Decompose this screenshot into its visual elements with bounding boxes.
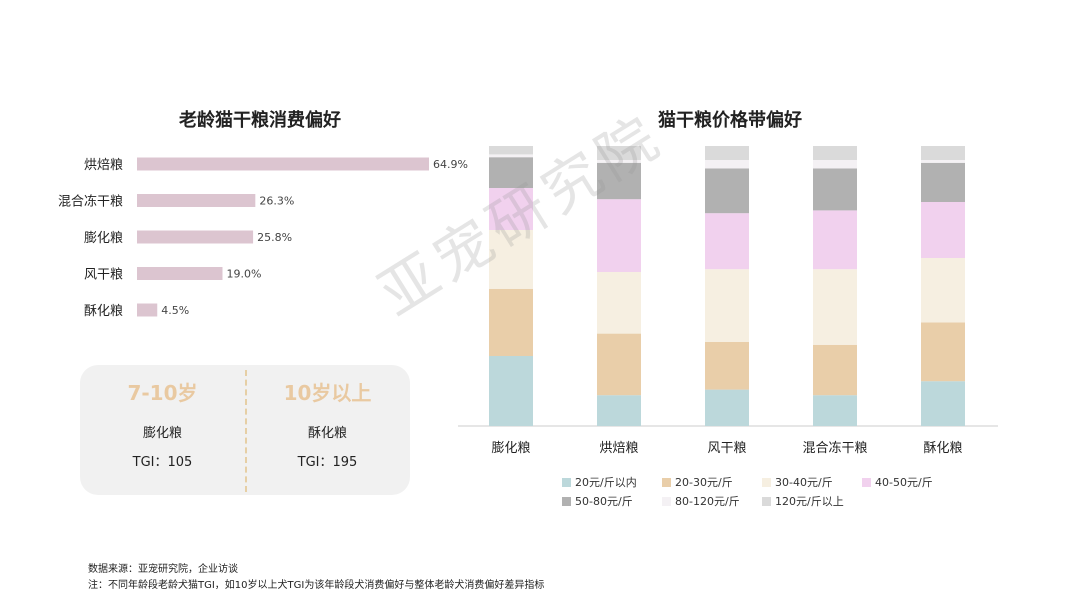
tgi-age-label: 10岁以上 <box>283 381 372 405</box>
footnote: 注：不同年龄段老龄犬猫TGI，如10岁以上犬TGI为该年龄段犬消费偏好与整体老龄… <box>88 580 545 591</box>
legend-label: 30-40元/斤 <box>775 476 833 489</box>
legend-swatch <box>662 496 671 506</box>
tgi-card-7-10: 7-10岁 膨化粮 TGI：105 <box>80 365 245 495</box>
bar-value-label: 25.8% <box>257 231 292 244</box>
stacked-segment <box>597 199 641 272</box>
stacked-segment <box>705 160 749 169</box>
stacked-segment <box>921 258 965 323</box>
bar-value-label: 19.0% <box>226 268 261 281</box>
stacked-segment <box>489 146 533 155</box>
stacked-segment <box>705 389 749 426</box>
tgi-panel: 7-10岁 膨化粮 TGI：105 10岁以上 酥化粮 TGI：195 <box>80 365 410 495</box>
stacked-segment <box>705 213 749 270</box>
stacked-segment <box>489 157 533 188</box>
legend-swatch <box>862 477 871 487</box>
stacked-segment <box>597 146 641 160</box>
tgi-value: TGI：105 <box>132 455 193 470</box>
stacked-segment <box>921 160 965 163</box>
source-note: 数据来源：亚宠研究院，企业访谈 <box>88 564 238 575</box>
legend-item: 40-50元/斤 <box>862 474 933 490</box>
bar <box>137 194 256 207</box>
legend-label: 20元/斤以内 <box>575 476 637 489</box>
stacked-segment <box>813 210 857 270</box>
x-tick-label: 风干粮 <box>707 441 746 456</box>
legend-item: 120元/斤以上 <box>762 493 844 509</box>
horizontal-bar-chart: 烘焙粮 64.9% 混合冻干粮 26.3% 膨化粮 25.8% 风干粮 19.0% 酥化粮 4.5… <box>58 157 468 319</box>
stacked-segment <box>597 395 641 426</box>
stacked-segment <box>921 146 965 160</box>
stacked-segment <box>705 342 749 390</box>
bar <box>137 157 429 171</box>
stacked-segment <box>813 168 857 211</box>
x-tick-label: 膨化粮 <box>491 441 530 456</box>
legend-label: 120元/斤以上 <box>775 495 844 508</box>
tgi-item-label: 酥化粮 <box>307 426 347 441</box>
bar-value-label: 26.3% <box>259 195 294 208</box>
stacked-segment <box>921 322 965 382</box>
stacked-segment <box>921 381 965 426</box>
legend-item: 20-30元/斤 <box>662 474 733 490</box>
bar <box>137 303 158 317</box>
tgi-card-10-plus: 10岁以上 酥化粮 TGI：195 <box>245 365 410 495</box>
legend-label: 20-30元/斤 <box>675 476 733 489</box>
right-chart-title: 猫干粮价格带偏好 <box>658 110 802 131</box>
legend-label: 50-80元/斤 <box>575 495 633 508</box>
bar <box>137 230 254 244</box>
stacked-segment <box>921 162 965 202</box>
stacked-segment <box>489 230 533 289</box>
legend-swatch <box>762 477 771 487</box>
stacked-segment <box>597 272 641 334</box>
stacked-segment <box>813 160 857 169</box>
stacked-segment <box>813 395 857 426</box>
x-tick-label: 烘焙粮 <box>599 441 638 456</box>
stacked-segment <box>597 333 641 396</box>
stacked-segment <box>489 154 533 158</box>
legend-swatch <box>762 496 771 506</box>
legend-swatch <box>562 477 571 487</box>
legend-item: 80-120元/斤 <box>662 493 740 509</box>
stacked-segment <box>489 288 533 356</box>
tgi-value: TGI：195 <box>297 455 358 470</box>
x-tick-label: 混合冻干粮 <box>802 440 867 456</box>
stacked-segment <box>813 146 857 160</box>
legend-item: 20元/斤以内 <box>562 474 637 490</box>
stacked-segment <box>489 356 533 426</box>
legend-swatch <box>562 496 571 506</box>
x-tick-label: 酥化粮 <box>923 441 962 456</box>
stacked-segment <box>489 188 533 230</box>
legend-item: 30-40元/斤 <box>762 474 833 490</box>
tgi-age-label: 7-10岁 <box>127 381 198 405</box>
left-chart-title: 老龄猫干粮消费偏好 <box>179 110 341 131</box>
bar-category-label: 膨化粮 <box>84 231 123 246</box>
stacked-segment <box>597 162 641 200</box>
legend-label: 80-120元/斤 <box>675 495 740 508</box>
bar-value-label: 64.9% <box>433 158 468 171</box>
tgi-item-label: 膨化粮 <box>142 426 182 441</box>
legend-swatch <box>662 477 671 487</box>
bar-value-label: 4.5% <box>161 304 189 317</box>
stacked-segment <box>813 269 857 345</box>
bar-category-label: 烘焙粮 <box>84 158 123 173</box>
stacked-segment <box>705 168 749 214</box>
tgi-divider <box>245 370 247 492</box>
stacked-segment <box>597 160 641 163</box>
bar-category-label: 酥化粮 <box>84 304 123 319</box>
stacked-bar-chart: 膨化粮 烘焙粮 风干粮 混合冻干粮 酥化粮 <box>458 146 998 456</box>
legend-item: 50-80元/斤 <box>562 493 633 509</box>
stacked-segment <box>813 344 857 396</box>
stacked-segment <box>705 269 749 342</box>
bar <box>137 267 223 280</box>
bar-category-label: 风干粮 <box>84 268 123 283</box>
stacked-segment <box>921 202 965 258</box>
legend-label: 40-50元/斤 <box>875 476 933 489</box>
bar-category-label: 混合冻干粮 <box>58 194 123 210</box>
stacked-segment <box>705 146 749 160</box>
